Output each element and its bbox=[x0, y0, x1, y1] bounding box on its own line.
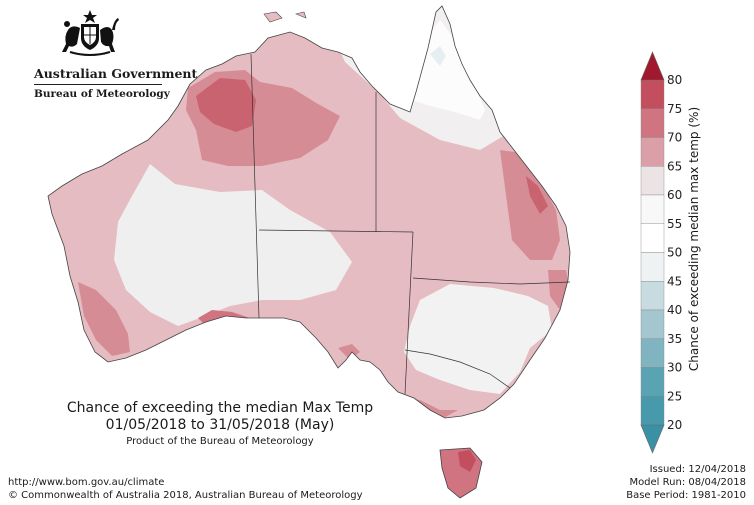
legend-tick-label: 55 bbox=[667, 217, 682, 231]
map-product: Product of the Bureau of Meteorology bbox=[126, 436, 314, 447]
legend-band bbox=[640, 108, 665, 138]
legend-tick-label: 75 bbox=[667, 102, 682, 116]
legend-title: Chance of exceeding median max temp (%) bbox=[687, 106, 701, 372]
logo-divider bbox=[34, 84, 162, 85]
legend-band bbox=[640, 166, 665, 196]
map-title: Chance of exceeding the median Max Temp bbox=[66, 400, 374, 416]
model-run-date: Model Run: 08/04/2018 bbox=[629, 477, 746, 488]
base-period: Base Period: 1981-2010 bbox=[626, 490, 746, 501]
legend-tick-label: 25 bbox=[667, 389, 682, 403]
legend-tick-label: 65 bbox=[667, 159, 682, 173]
legend-band bbox=[640, 252, 665, 282]
legend-band bbox=[640, 396, 665, 426]
government-name: Australian Government bbox=[34, 66, 198, 81]
legend-band bbox=[640, 309, 665, 339]
legend-tick-label: 70 bbox=[667, 131, 682, 145]
copyright-text: © Commonwealth of Australia 2018, Austra… bbox=[8, 490, 363, 501]
legend-band bbox=[640, 281, 665, 311]
legend-tick-label: 60 bbox=[667, 188, 682, 202]
legend-band bbox=[640, 367, 665, 397]
legend-band bbox=[640, 223, 665, 253]
legend-tick-label: 50 bbox=[667, 246, 682, 260]
bom-url-link[interactable]: http://www.bom.gov.au/climate bbox=[8, 477, 165, 488]
legend-band bbox=[640, 194, 665, 224]
legend-tick-label: 40 bbox=[667, 303, 682, 317]
legend-band bbox=[640, 137, 665, 167]
legend-tick-label: 45 bbox=[667, 274, 682, 288]
legend-tick-label: 30 bbox=[667, 361, 682, 375]
map-period: 01/05/2018 to 31/05/2018 (May) bbox=[105, 417, 335, 433]
coat-of-arms-icon bbox=[62, 10, 119, 56]
bureau-name: Bureau of Meteorology bbox=[34, 88, 170, 100]
government-logo: Australian Government Bureau of Meteorol… bbox=[14, 6, 198, 100]
legend-tick-label: 20 bbox=[667, 418, 682, 432]
legend-bottom-arrow bbox=[640, 424, 665, 454]
legend-tick-label: 80 bbox=[667, 73, 682, 87]
state-borders bbox=[250, 53, 571, 395]
legend-band bbox=[640, 338, 665, 368]
legend-top-arrow bbox=[640, 51, 665, 81]
issued-date: Issued: 12/04/2018 bbox=[649, 464, 746, 475]
legend-tick-label: 35 bbox=[667, 332, 682, 346]
legend-band bbox=[640, 79, 665, 109]
